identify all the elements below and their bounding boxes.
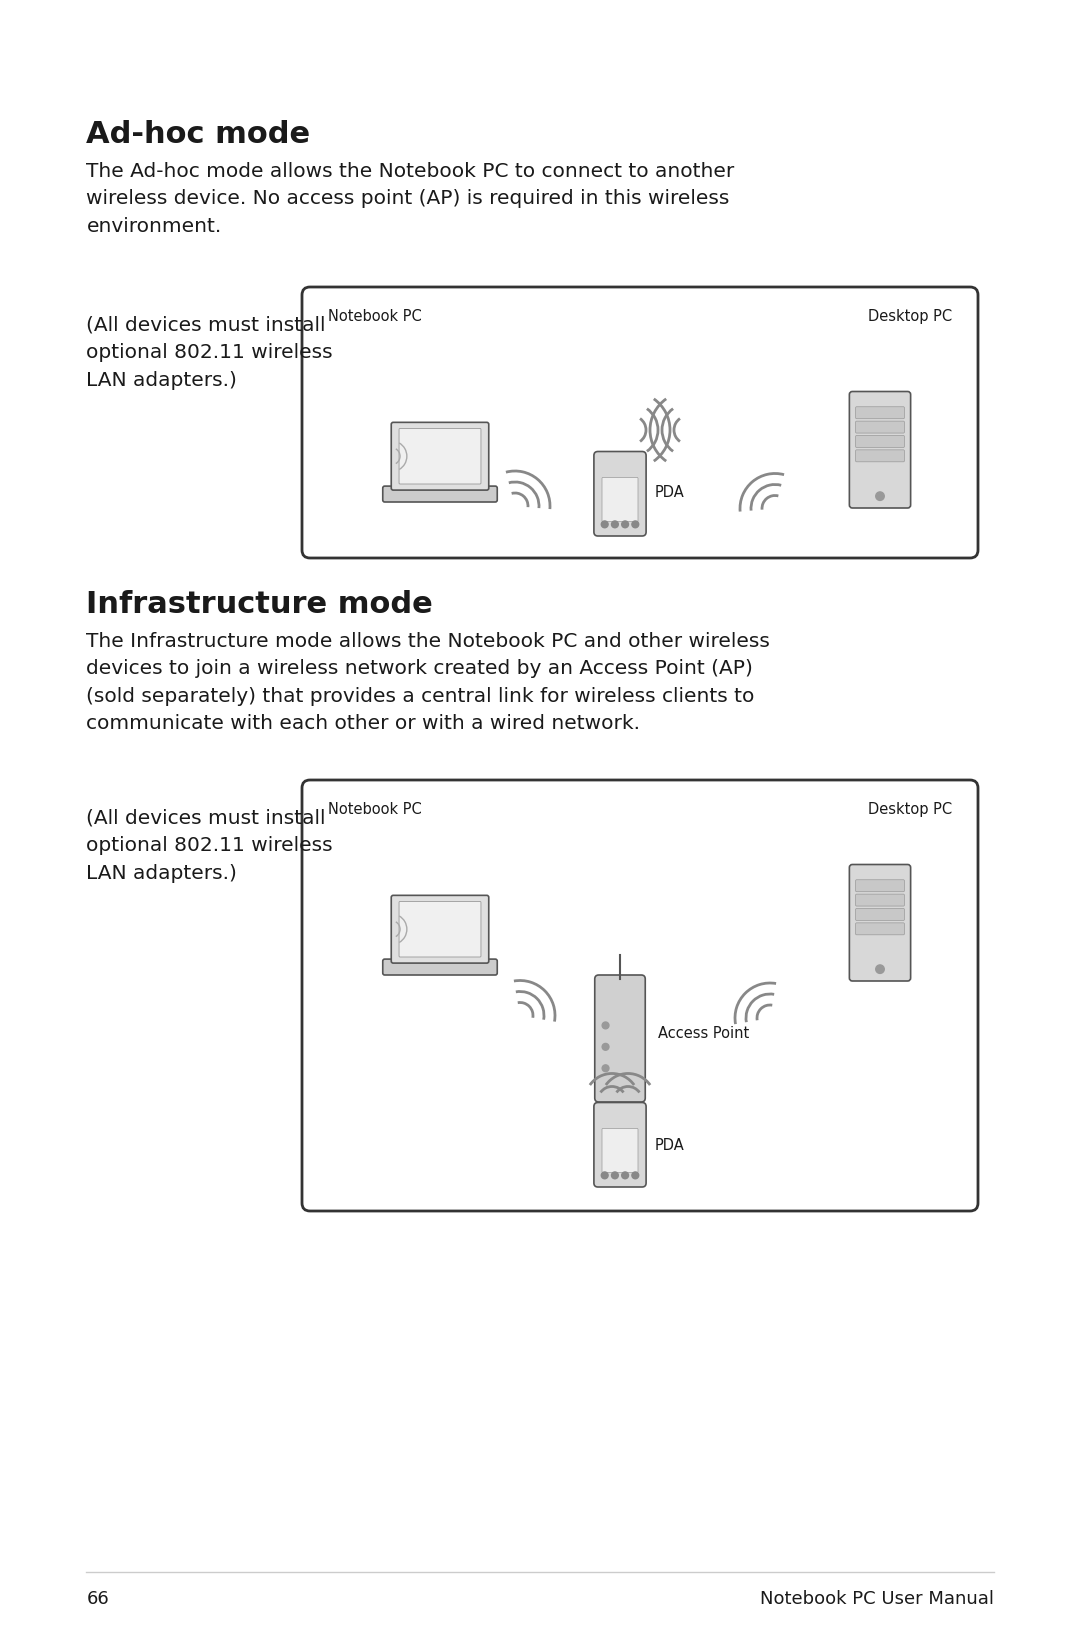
Text: Ad-hoc mode: Ad-hoc mode <box>86 120 311 150</box>
Text: Infrastructure mode: Infrastructure mode <box>86 591 433 618</box>
FancyBboxPatch shape <box>391 423 489 490</box>
Circle shape <box>603 1022 609 1028</box>
FancyBboxPatch shape <box>302 779 978 1210</box>
Text: Notebook PC User Manual: Notebook PC User Manual <box>759 1590 994 1607</box>
FancyBboxPatch shape <box>855 923 904 936</box>
Text: Notebook PC: Notebook PC <box>328 309 422 324</box>
FancyBboxPatch shape <box>382 958 497 975</box>
Text: Desktop PC: Desktop PC <box>868 309 951 324</box>
Circle shape <box>611 521 618 527</box>
FancyBboxPatch shape <box>849 392 910 508</box>
Circle shape <box>876 965 885 973</box>
Circle shape <box>622 1171 629 1178</box>
Circle shape <box>876 491 885 501</box>
Text: PDA: PDA <box>654 485 685 499</box>
FancyBboxPatch shape <box>382 486 497 503</box>
Text: Notebook PC: Notebook PC <box>328 802 422 817</box>
Circle shape <box>632 1171 638 1178</box>
Text: The Ad-hoc mode allows the Notebook PC to connect to another
wireless device. No: The Ad-hoc mode allows the Notebook PC t… <box>86 163 734 236</box>
FancyBboxPatch shape <box>391 895 489 963</box>
Circle shape <box>622 521 629 527</box>
Circle shape <box>602 521 608 527</box>
FancyBboxPatch shape <box>595 975 645 1101</box>
FancyBboxPatch shape <box>855 421 904 433</box>
FancyBboxPatch shape <box>302 286 978 558</box>
Text: PDA: PDA <box>654 1137 685 1152</box>
FancyBboxPatch shape <box>849 864 910 981</box>
Circle shape <box>632 521 638 527</box>
Text: The Infrastructure mode allows the Notebook PC and other wireless
devices to joi: The Infrastructure mode allows the Noteb… <box>86 631 770 732</box>
Text: Access Point: Access Point <box>658 1025 750 1041</box>
FancyBboxPatch shape <box>855 407 904 418</box>
Circle shape <box>603 1043 609 1051</box>
FancyBboxPatch shape <box>399 428 481 483</box>
FancyBboxPatch shape <box>855 895 904 906</box>
FancyBboxPatch shape <box>855 880 904 892</box>
FancyBboxPatch shape <box>594 452 646 535</box>
FancyBboxPatch shape <box>855 449 904 462</box>
Text: Desktop PC: Desktop PC <box>868 802 951 817</box>
Text: (All devices must install
optional 802.11 wireless
LAN adapters.): (All devices must install optional 802.1… <box>86 809 333 883</box>
FancyBboxPatch shape <box>399 901 481 957</box>
Text: (All devices must install
optional 802.11 wireless
LAN adapters.): (All devices must install optional 802.1… <box>86 316 333 390</box>
Circle shape <box>602 1171 608 1178</box>
Circle shape <box>603 1064 609 1072</box>
FancyBboxPatch shape <box>855 436 904 447</box>
FancyBboxPatch shape <box>594 1103 646 1188</box>
Circle shape <box>611 1171 618 1178</box>
FancyBboxPatch shape <box>602 1129 638 1173</box>
Text: 66: 66 <box>86 1590 109 1607</box>
FancyBboxPatch shape <box>602 477 638 522</box>
FancyBboxPatch shape <box>855 908 904 921</box>
